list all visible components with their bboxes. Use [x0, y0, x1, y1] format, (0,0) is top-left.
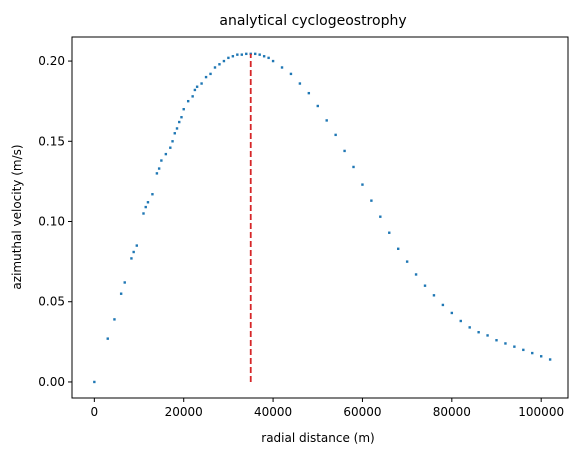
scatter-point — [200, 82, 203, 85]
scatter-point — [231, 55, 235, 58]
y-tick-label: 0.20 — [38, 54, 65, 68]
scatter-point — [113, 318, 116, 321]
scatter-point — [432, 294, 436, 297]
scatter-point — [245, 52, 248, 56]
scatter-point — [405, 260, 409, 263]
scatter-point — [254, 52, 257, 56]
x-tick-label: 0 — [91, 405, 99, 419]
scatter-point — [262, 55, 266, 58]
scatter-point — [193, 88, 197, 92]
scatter-point — [316, 104, 319, 108]
scatter-point — [258, 53, 261, 56]
scatter-point — [289, 72, 293, 76]
scatter-point — [325, 119, 328, 122]
scatter-point — [142, 212, 145, 215]
scatter-point — [186, 99, 190, 103]
scatter-point — [182, 108, 185, 111]
scatter-point — [171, 140, 174, 143]
scatter-point — [106, 337, 109, 340]
scatter-point — [531, 351, 534, 355]
scatter-point — [204, 75, 208, 79]
scatter-point — [298, 82, 302, 85]
x-tick-label: 80000 — [433, 405, 471, 419]
scatter-point — [164, 152, 168, 156]
x-tick-label: 100000 — [518, 405, 564, 419]
scatter-point — [157, 167, 161, 170]
scatter-point — [209, 72, 212, 76]
x-axis-label: radial distance (m) — [261, 431, 374, 445]
scatter-point — [539, 355, 543, 358]
y-tick-label: 0.15 — [38, 134, 65, 148]
scatter-point — [271, 59, 275, 63]
scatter-point — [388, 231, 391, 234]
plot-area — [93, 52, 552, 384]
scatter-point — [123, 281, 126, 284]
scatter-point — [414, 273, 418, 276]
scatter-point — [175, 127, 179, 130]
scatter-point — [267, 56, 270, 60]
scatter-point — [227, 56, 230, 60]
y-axis: 0.00 0.05 0.10 0.15 0.20 — [38, 54, 72, 389]
scatter-point — [236, 53, 239, 56]
y-tick-label: 0.05 — [38, 295, 65, 309]
x-axis: 0 20000 40000 60000 80000 100000 — [91, 398, 564, 419]
scatter-point — [361, 183, 364, 186]
scatter-point — [504, 342, 507, 345]
scatter-point — [160, 159, 163, 162]
scatter-point — [450, 311, 454, 315]
scatter-point — [423, 284, 427, 287]
scatter-point — [441, 303, 445, 307]
scatter-point — [477, 331, 480, 334]
scatter-point — [191, 95, 194, 98]
scatter-point — [307, 91, 311, 95]
scatter-point — [218, 63, 221, 66]
scatter-point — [178, 120, 181, 124]
scatter-point — [370, 199, 373, 202]
scatter-point — [522, 348, 525, 352]
scatter-point — [146, 201, 150, 204]
scatter-point — [130, 257, 133, 260]
scatter-point — [222, 59, 226, 63]
y-tick-label: 0.10 — [38, 215, 65, 229]
scatter-point — [135, 244, 138, 247]
scatter-point — [513, 345, 516, 348]
scatter-point — [379, 215, 382, 218]
scatter-point — [240, 53, 243, 56]
scatter-point — [352, 165, 355, 169]
scatter-point — [495, 339, 498, 342]
scatter-point — [468, 326, 471, 329]
scatter-point — [548, 358, 552, 361]
scatter-point — [397, 247, 400, 250]
chart-title: analytical cyclogeostrophy — [219, 13, 406, 29]
scatter-point — [119, 292, 123, 295]
y-axis-label: azimuthal velocity (m/s) — [10, 144, 24, 289]
x-tick-label: 20000 — [165, 405, 203, 419]
axes-frame — [71, 36, 569, 399]
scatter-point — [486, 334, 489, 337]
scatter-point — [213, 66, 217, 69]
scatter-point — [280, 66, 284, 69]
scatter-point — [459, 319, 462, 323]
scatter-point — [151, 193, 154, 196]
y-tick-label: 0.00 — [38, 375, 65, 389]
scatter-point — [132, 250, 135, 254]
scatter-point — [173, 132, 176, 135]
scatter-point — [343, 149, 346, 153]
scatter-point — [334, 133, 337, 137]
scatter-point — [155, 172, 159, 175]
scatter-point — [169, 146, 172, 149]
x-tick-label: 60000 — [343, 405, 381, 419]
x-tick-label: 40000 — [254, 405, 292, 419]
scatter-point — [144, 205, 147, 209]
scatter-point — [195, 85, 199, 88]
scatter-point — [180, 116, 183, 119]
scatter-point — [93, 380, 96, 384]
